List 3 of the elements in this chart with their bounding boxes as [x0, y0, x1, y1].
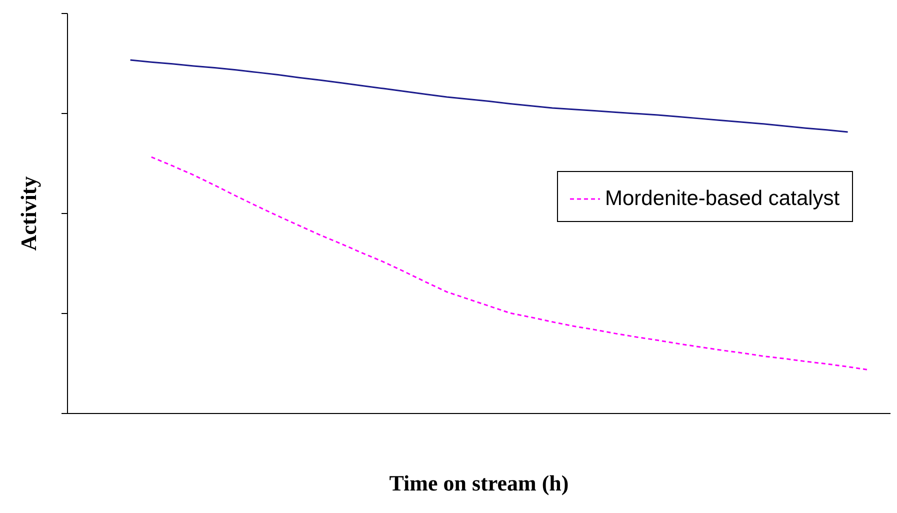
y-axis-title: Activity — [16, 176, 41, 251]
x-axis-title: Time on stream (h) — [389, 470, 569, 496]
legend-label: Mordenite-based catalyst — [605, 187, 840, 210]
